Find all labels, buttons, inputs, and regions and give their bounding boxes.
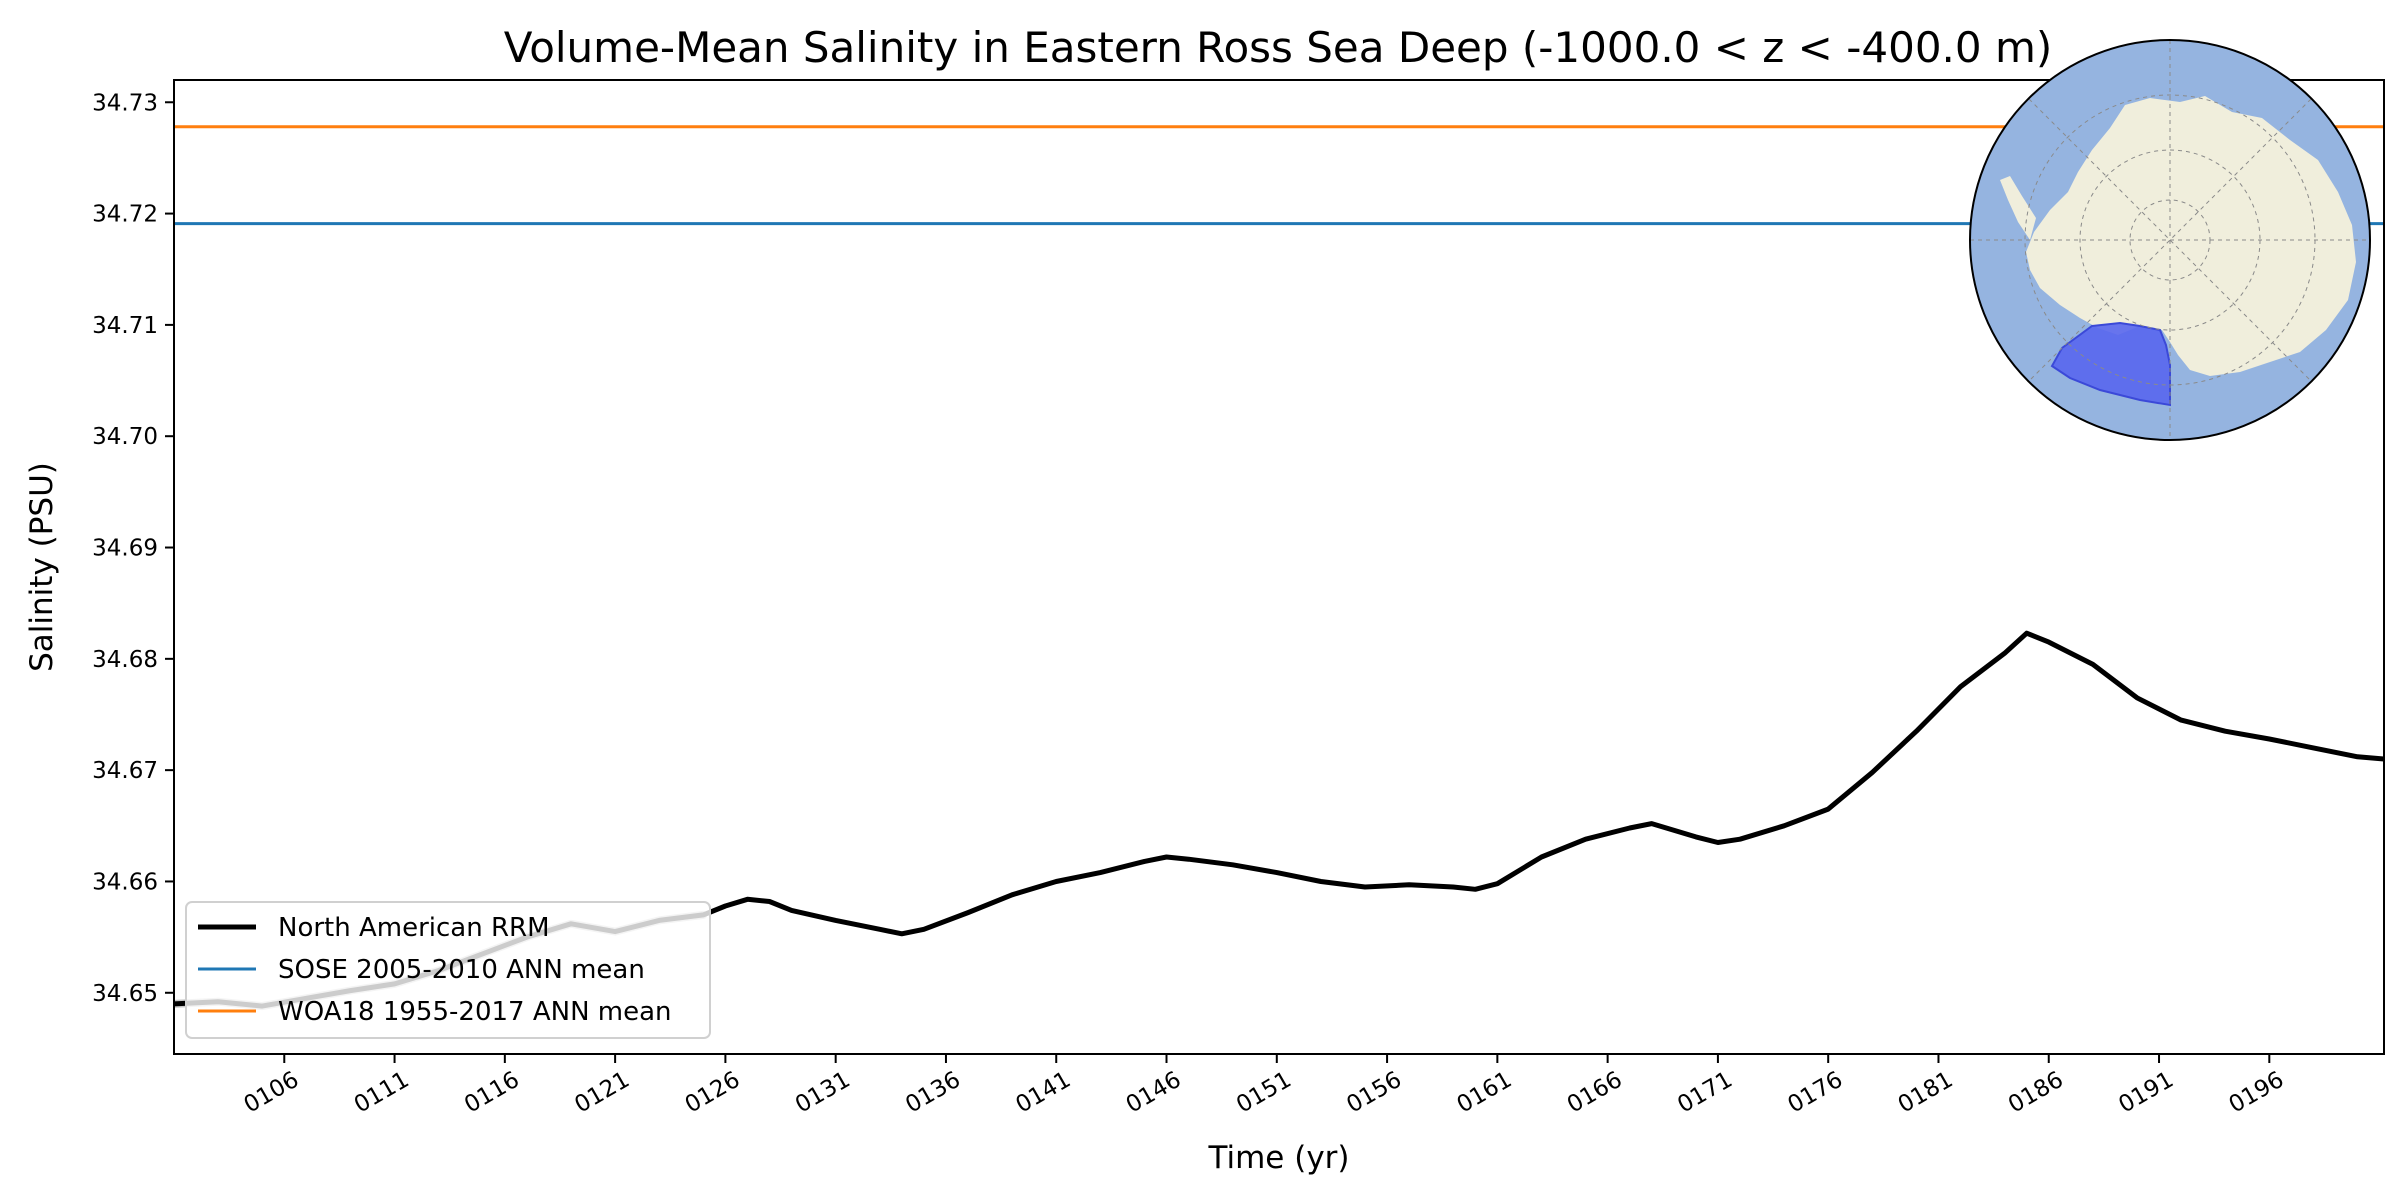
inset-outline bbox=[1969, 39, 2371, 441]
y-tick-label: 34.66 bbox=[92, 869, 158, 895]
x-tick-label: 0136 bbox=[901, 1067, 965, 1119]
chart-title: Volume-Mean Salinity in Eastern Ross Sea… bbox=[504, 23, 2053, 72]
x-tick-label: 0191 bbox=[2114, 1067, 2178, 1119]
y-tick-label: 34.71 bbox=[92, 313, 158, 339]
x-tick-label: 0181 bbox=[1894, 1067, 1958, 1119]
legend-label-sose: SOSE 2005-2010 ANN mean bbox=[278, 955, 645, 985]
legend-label-woa: WOA18 1955-2017 ANN mean bbox=[278, 997, 672, 1027]
x-tick-label: 0131 bbox=[791, 1067, 855, 1119]
x-tick-label: 0116 bbox=[460, 1067, 524, 1119]
x-tick-label: 0111 bbox=[350, 1067, 414, 1119]
x-tick-label: 0146 bbox=[1122, 1067, 1186, 1119]
y-tick-label: 34.65 bbox=[92, 981, 158, 1007]
antarctic-peninsula bbox=[2000, 176, 2036, 240]
x-tick-label: 0156 bbox=[1342, 1067, 1406, 1119]
antarctica-inset-map bbox=[1969, 39, 2371, 441]
plot-frame bbox=[173, 79, 2385, 1055]
graticule bbox=[1970, 40, 2370, 440]
y-tick-label: 34.72 bbox=[92, 202, 158, 228]
x-tick-label: 0171 bbox=[1673, 1067, 1737, 1119]
y-axis: 34.65 34.66 34.67 34.68 34.69 34.70 34.71 34.72… bbox=[92, 90, 174, 1007]
x-tick-label: 0166 bbox=[1563, 1067, 1627, 1119]
x-tick-label: 0196 bbox=[2225, 1067, 2289, 1119]
x-tick-label: 0151 bbox=[1232, 1067, 1296, 1119]
x-tick-label: 0161 bbox=[1453, 1067, 1517, 1119]
y-tick-label: 34.69 bbox=[92, 536, 158, 562]
x-tick-label: 0126 bbox=[681, 1067, 745, 1119]
legend-box bbox=[185, 901, 711, 1039]
y-tick-label: 34.73 bbox=[92, 90, 158, 116]
x-tick-label: 0186 bbox=[2004, 1067, 2068, 1119]
y-axis-title: Salinity (PSU) bbox=[24, 462, 60, 672]
legend-label-rrm: North American RRM bbox=[278, 913, 550, 943]
x-axis: 0106 0111 0116 0121 0126 0131 0136 0141 0146 0151… bbox=[240, 1054, 2289, 1119]
x-axis-title: Time (yr) bbox=[1208, 1140, 1350, 1176]
y-tick-label: 34.70 bbox=[92, 424, 158, 450]
x-tick-label: 0106 bbox=[240, 1067, 304, 1119]
y-tick-label: 34.67 bbox=[92, 758, 158, 784]
legend: North American RRM SOSE 2005-2010 ANN me… bbox=[185, 901, 711, 1039]
x-tick-label: 0121 bbox=[570, 1067, 634, 1119]
ice-shelf-region bbox=[2050, 321, 2171, 407]
x-tick-label: 0141 bbox=[1012, 1067, 1076, 1119]
x-tick-label: 0176 bbox=[1783, 1067, 1847, 1119]
y-tick-label: 34.68 bbox=[92, 647, 158, 673]
